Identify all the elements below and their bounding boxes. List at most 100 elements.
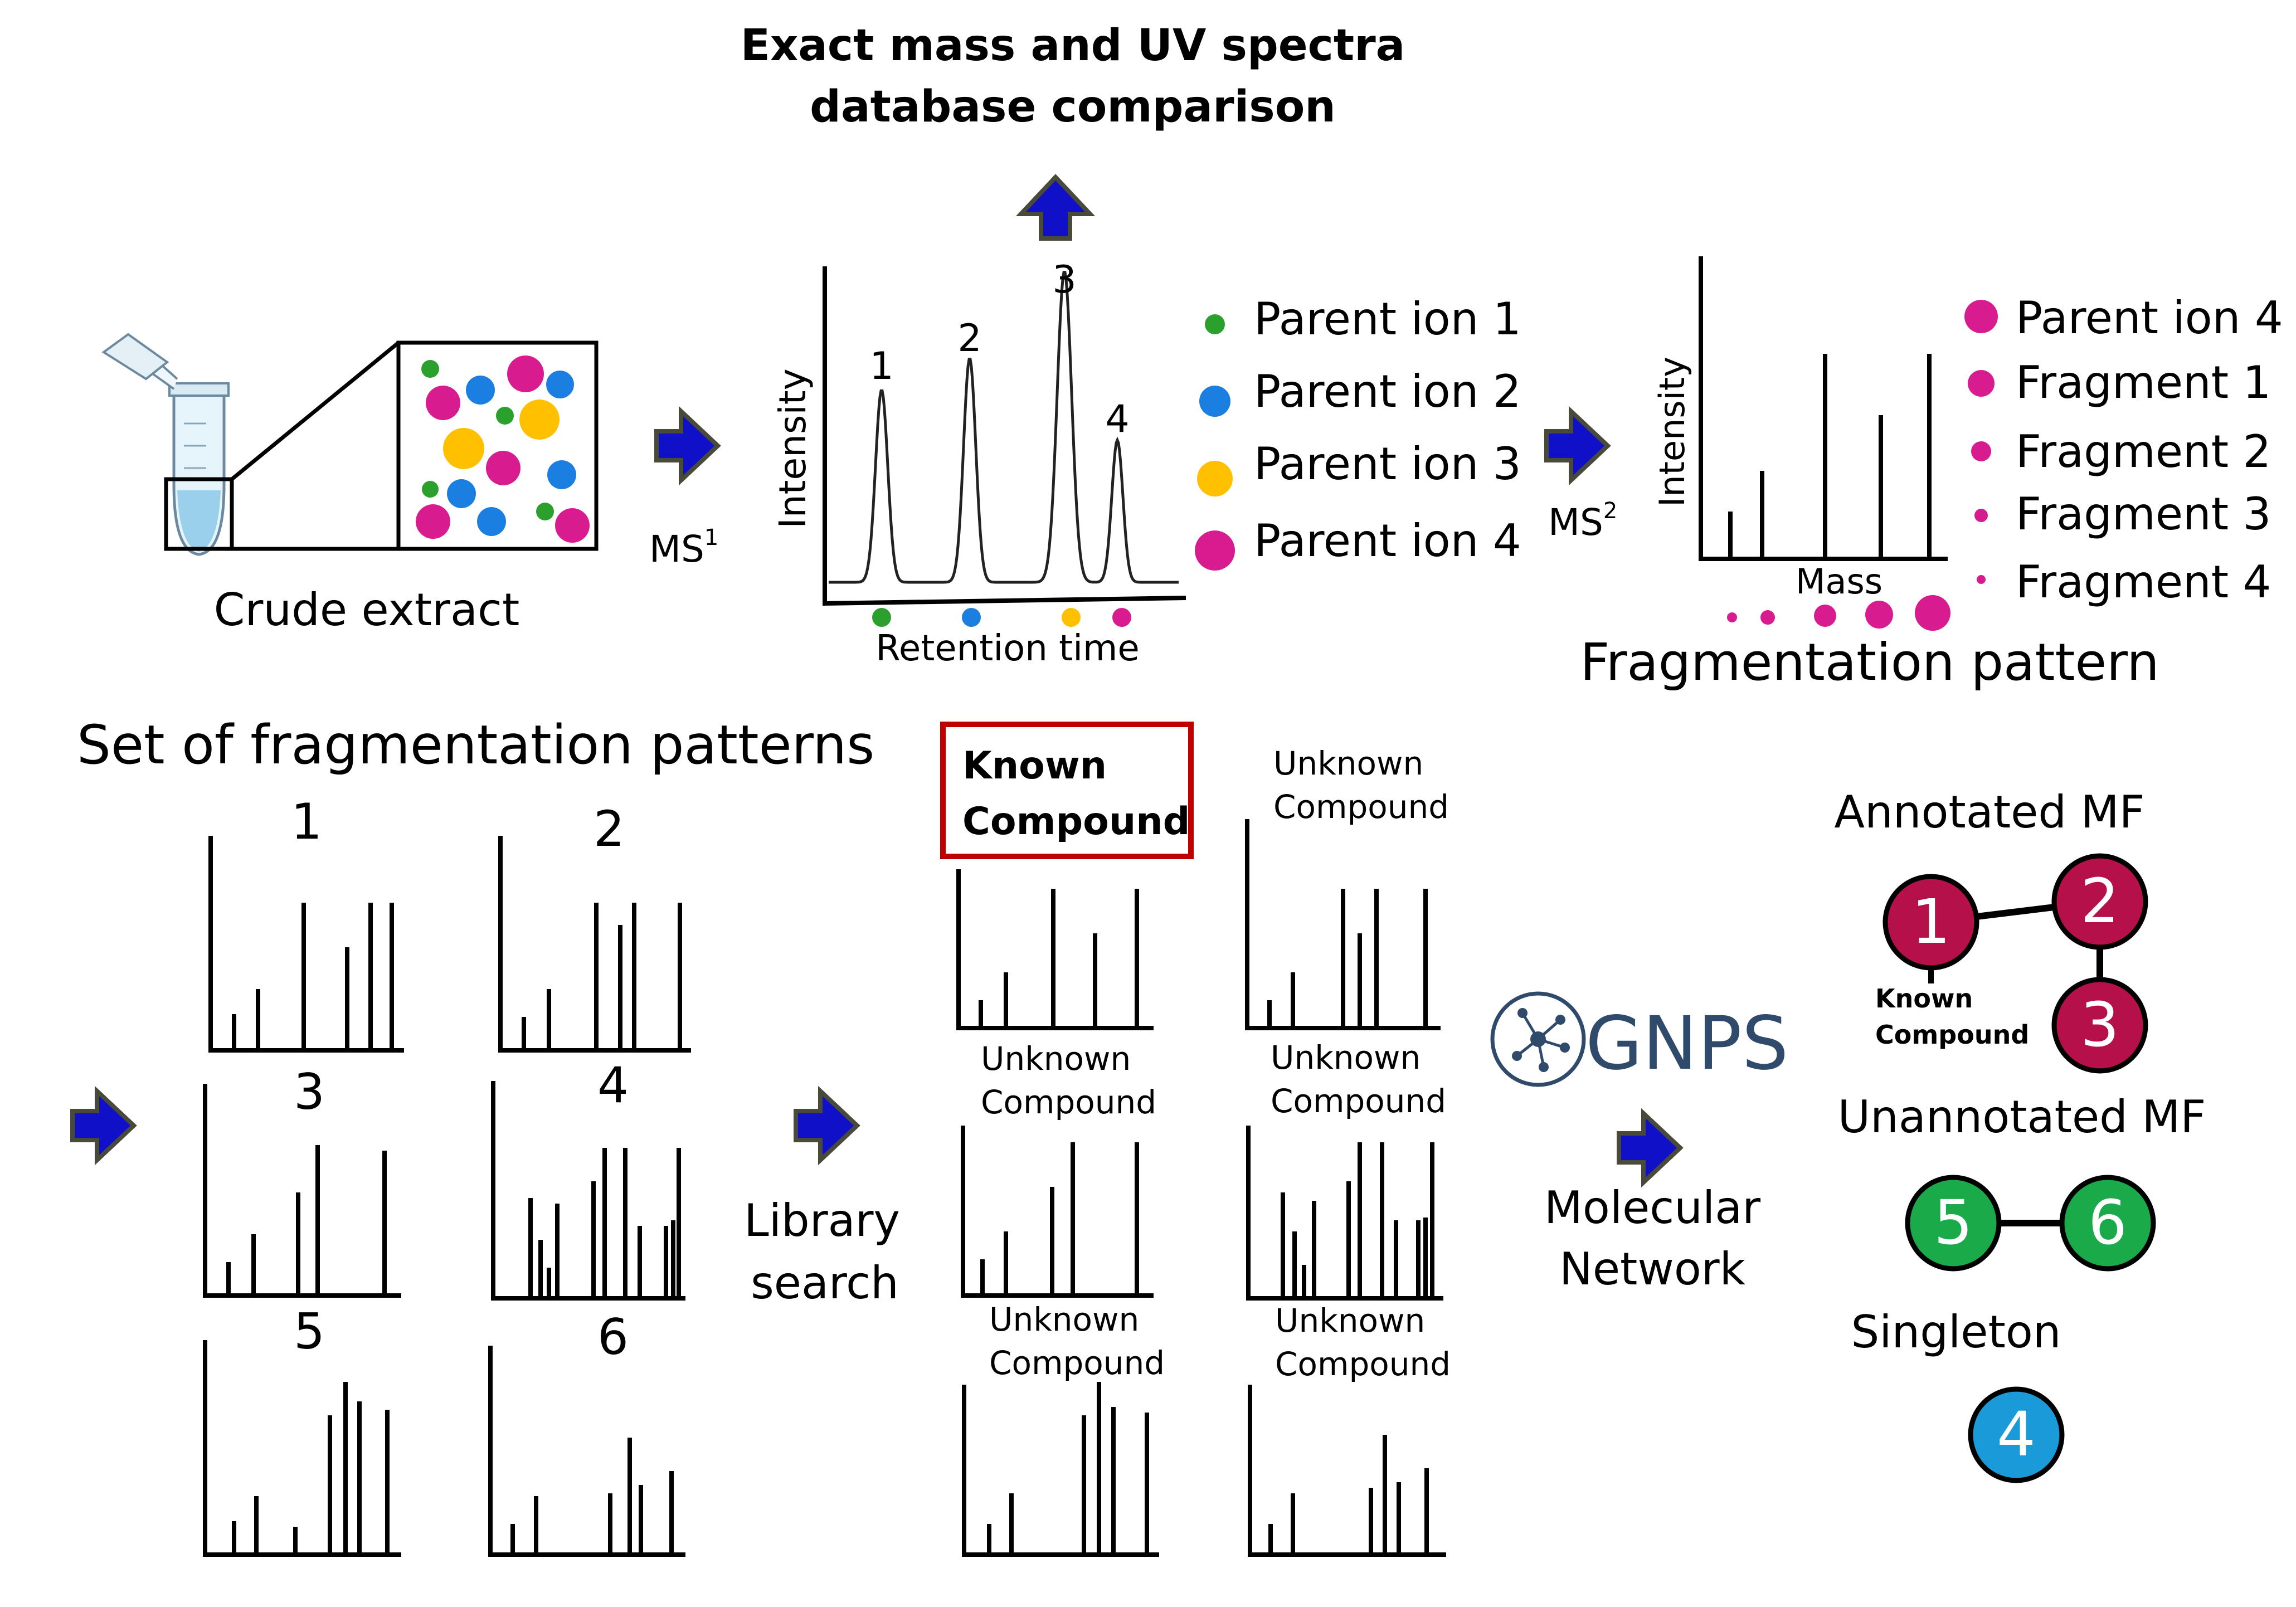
- svg-text:Compound: Compound: [1275, 1345, 1451, 1383]
- fragment-legend: Parent ion 4 Fragment 1 Fragment 2 Fragm…: [1964, 292, 2283, 608]
- set-number-4: 4: [597, 1056, 629, 1114]
- peak-label-2: 2: [957, 316, 981, 361]
- chromatogram-trace: [829, 271, 1179, 584]
- frag-legend-fragment-1: Fragment 1: [2016, 357, 2271, 408]
- library-spectrum-unknown-2: [961, 1126, 1154, 1298]
- frag-legend-dot-4: [1977, 575, 1986, 584]
- node-6: 6: [2059, 1175, 2156, 1272]
- peak-dot-blue: [962, 608, 981, 627]
- set-number-6: 6: [597, 1308, 629, 1366]
- fragment-dot-4: [1727, 612, 1737, 622]
- set-number-3: 3: [294, 1063, 325, 1121]
- library-spectrum-unknown-1: [1245, 819, 1441, 1030]
- top-title-line2: database comparison: [810, 82, 1336, 132]
- gnps-logo-icon: [1490, 991, 1586, 1087]
- svg-text:Compound: Compound: [981, 1083, 1156, 1121]
- ms2-ylabel: Intensity: [1652, 357, 1692, 507]
- peak-label-4: 4: [1105, 397, 1129, 441]
- library-search-line1: Library: [744, 1195, 900, 1246]
- node-4: 4: [1968, 1386, 2065, 1483]
- gnps-logo-text: GNPS: [1585, 1001, 1788, 1087]
- tube-zoom-box: [164, 477, 234, 551]
- zoom-line-top: [230, 341, 400, 481]
- left-arrow: [72, 1091, 134, 1160]
- pattern-spectrum-4: [491, 1081, 685, 1301]
- svg-text:4: 4: [1997, 1399, 2036, 1470]
- svg-text:6: 6: [2088, 1187, 2127, 1258]
- node-5: 5: [1905, 1175, 2002, 1272]
- svg-text:Unknown: Unknown: [1271, 1039, 1421, 1077]
- chromatogram: Intensity Retention time 1 2 3 4: [771, 258, 1186, 669]
- singleton-title: Singleton: [1851, 1306, 2061, 1358]
- set-number-1: 1: [291, 793, 322, 850]
- top-title-line1: Exact mass and UV spectra: [741, 21, 1405, 71]
- pattern-spectrum-6: [488, 1346, 685, 1557]
- library-spectrum-unknown-4: [962, 1382, 1159, 1557]
- pattern-spectrum-5: [203, 1340, 401, 1557]
- frag-legend-dot-1: [1968, 370, 1995, 397]
- network-arrow: [1619, 1113, 1680, 1182]
- chromatogram-xlabel: Retention time: [875, 628, 1140, 669]
- frag-legend-dot-parent: [1964, 300, 1998, 333]
- frag-legend-fragment-4: Fragment 4: [2016, 556, 2271, 608]
- pattern-spectrum-1: [208, 836, 404, 1053]
- node-2: 2: [2051, 853, 2148, 950]
- svg-text:Unknown: Unknown: [989, 1301, 1139, 1338]
- unknown-label-middle-left: Unknown Compound: [981, 1040, 1156, 1121]
- up-arrow: [1021, 177, 1090, 238]
- library-search-line2: search: [751, 1257, 899, 1309]
- ms2-label: MS2: [1548, 498, 1617, 544]
- pattern-spectrum-3: [203, 1084, 401, 1298]
- node-known-line1: Known: [1875, 983, 1973, 1014]
- pattern-spectrum-2: [498, 836, 691, 1053]
- library-spectrum-unknown-3: [1246, 1126, 1443, 1301]
- frag-legend-fragment-3: Fragment 3: [2016, 488, 2271, 540]
- library-arrow: [796, 1091, 857, 1160]
- chromatogram-ylabel: Intensity: [771, 368, 814, 528]
- node-3: 3: [2051, 977, 2148, 1074]
- frag-legend-dot-2: [1971, 441, 1991, 461]
- library-spectrum-known: [956, 869, 1154, 1030]
- library-spectrum-unknown-5: [1248, 1385, 1446, 1557]
- svg-text:Unknown: Unknown: [1273, 744, 1423, 782]
- library-spectra-set: [956, 819, 1446, 1557]
- node-1: 1: [1882, 874, 1979, 971]
- fragment-dot-3: [1760, 610, 1775, 625]
- unknown-label-bottom-left: Unknown Compound: [989, 1301, 1165, 1382]
- legend-parent-ion-3: Parent ion 3: [1254, 438, 1521, 490]
- crude-extract-label: Crude extract: [214, 584, 520, 636]
- unknown-label-top-right: Unknown Compound: [1273, 744, 1449, 826]
- svg-text:Compound: Compound: [1271, 1082, 1446, 1120]
- legend-parent-ion-4: Parent ion 4: [1254, 515, 1521, 567]
- known-compound-line2: Compound: [962, 800, 1190, 844]
- svg-text:Compound: Compound: [989, 1344, 1165, 1382]
- fragment-dot-1: [1865, 601, 1893, 629]
- legend-parent-ion-1: Parent ion 1: [1254, 293, 1521, 345]
- ms2-arrow: [1546, 411, 1608, 480]
- legend-dot-green: [1205, 314, 1225, 334]
- ms1-label: MS1: [649, 525, 718, 571]
- extract-ions: [416, 356, 590, 543]
- set-number-5: 5: [294, 1303, 325, 1360]
- ms1-arrow: [656, 411, 718, 480]
- fragment-dot-2: [1814, 605, 1836, 627]
- ms2-spectrum: Intensity Mass Fragmentation pattern: [1580, 256, 2159, 692]
- frag-legend-dot-3: [1974, 509, 1988, 522]
- peak-dot-magenta: [1112, 608, 1131, 627]
- tube-icon: [101, 333, 230, 556]
- fragment-dot-parent: [1915, 595, 1950, 631]
- legend-dot-yellow: [1197, 461, 1233, 496]
- svg-text:3: 3: [2080, 989, 2119, 1060]
- parent-ion-legend: Parent ion 1 Parent ion 2 Parent ion 3 P…: [1195, 293, 1521, 571]
- frag-legend-parent-ion-4: Parent ion 4: [2016, 292, 2283, 344]
- peak-dot-yellow: [1062, 608, 1081, 627]
- svg-text:Unknown: Unknown: [1275, 1302, 1425, 1340]
- svg-text:Unknown: Unknown: [981, 1040, 1131, 1078]
- unknown-label-bottom-right: Unknown Compound: [1275, 1302, 1451, 1383]
- set-number-2: 2: [594, 800, 625, 858]
- ms2-xlabel: Mass: [1796, 561, 1882, 602]
- annotated-mf-title: Annotated MF: [1834, 786, 2144, 838]
- peak-dot-green: [872, 608, 891, 627]
